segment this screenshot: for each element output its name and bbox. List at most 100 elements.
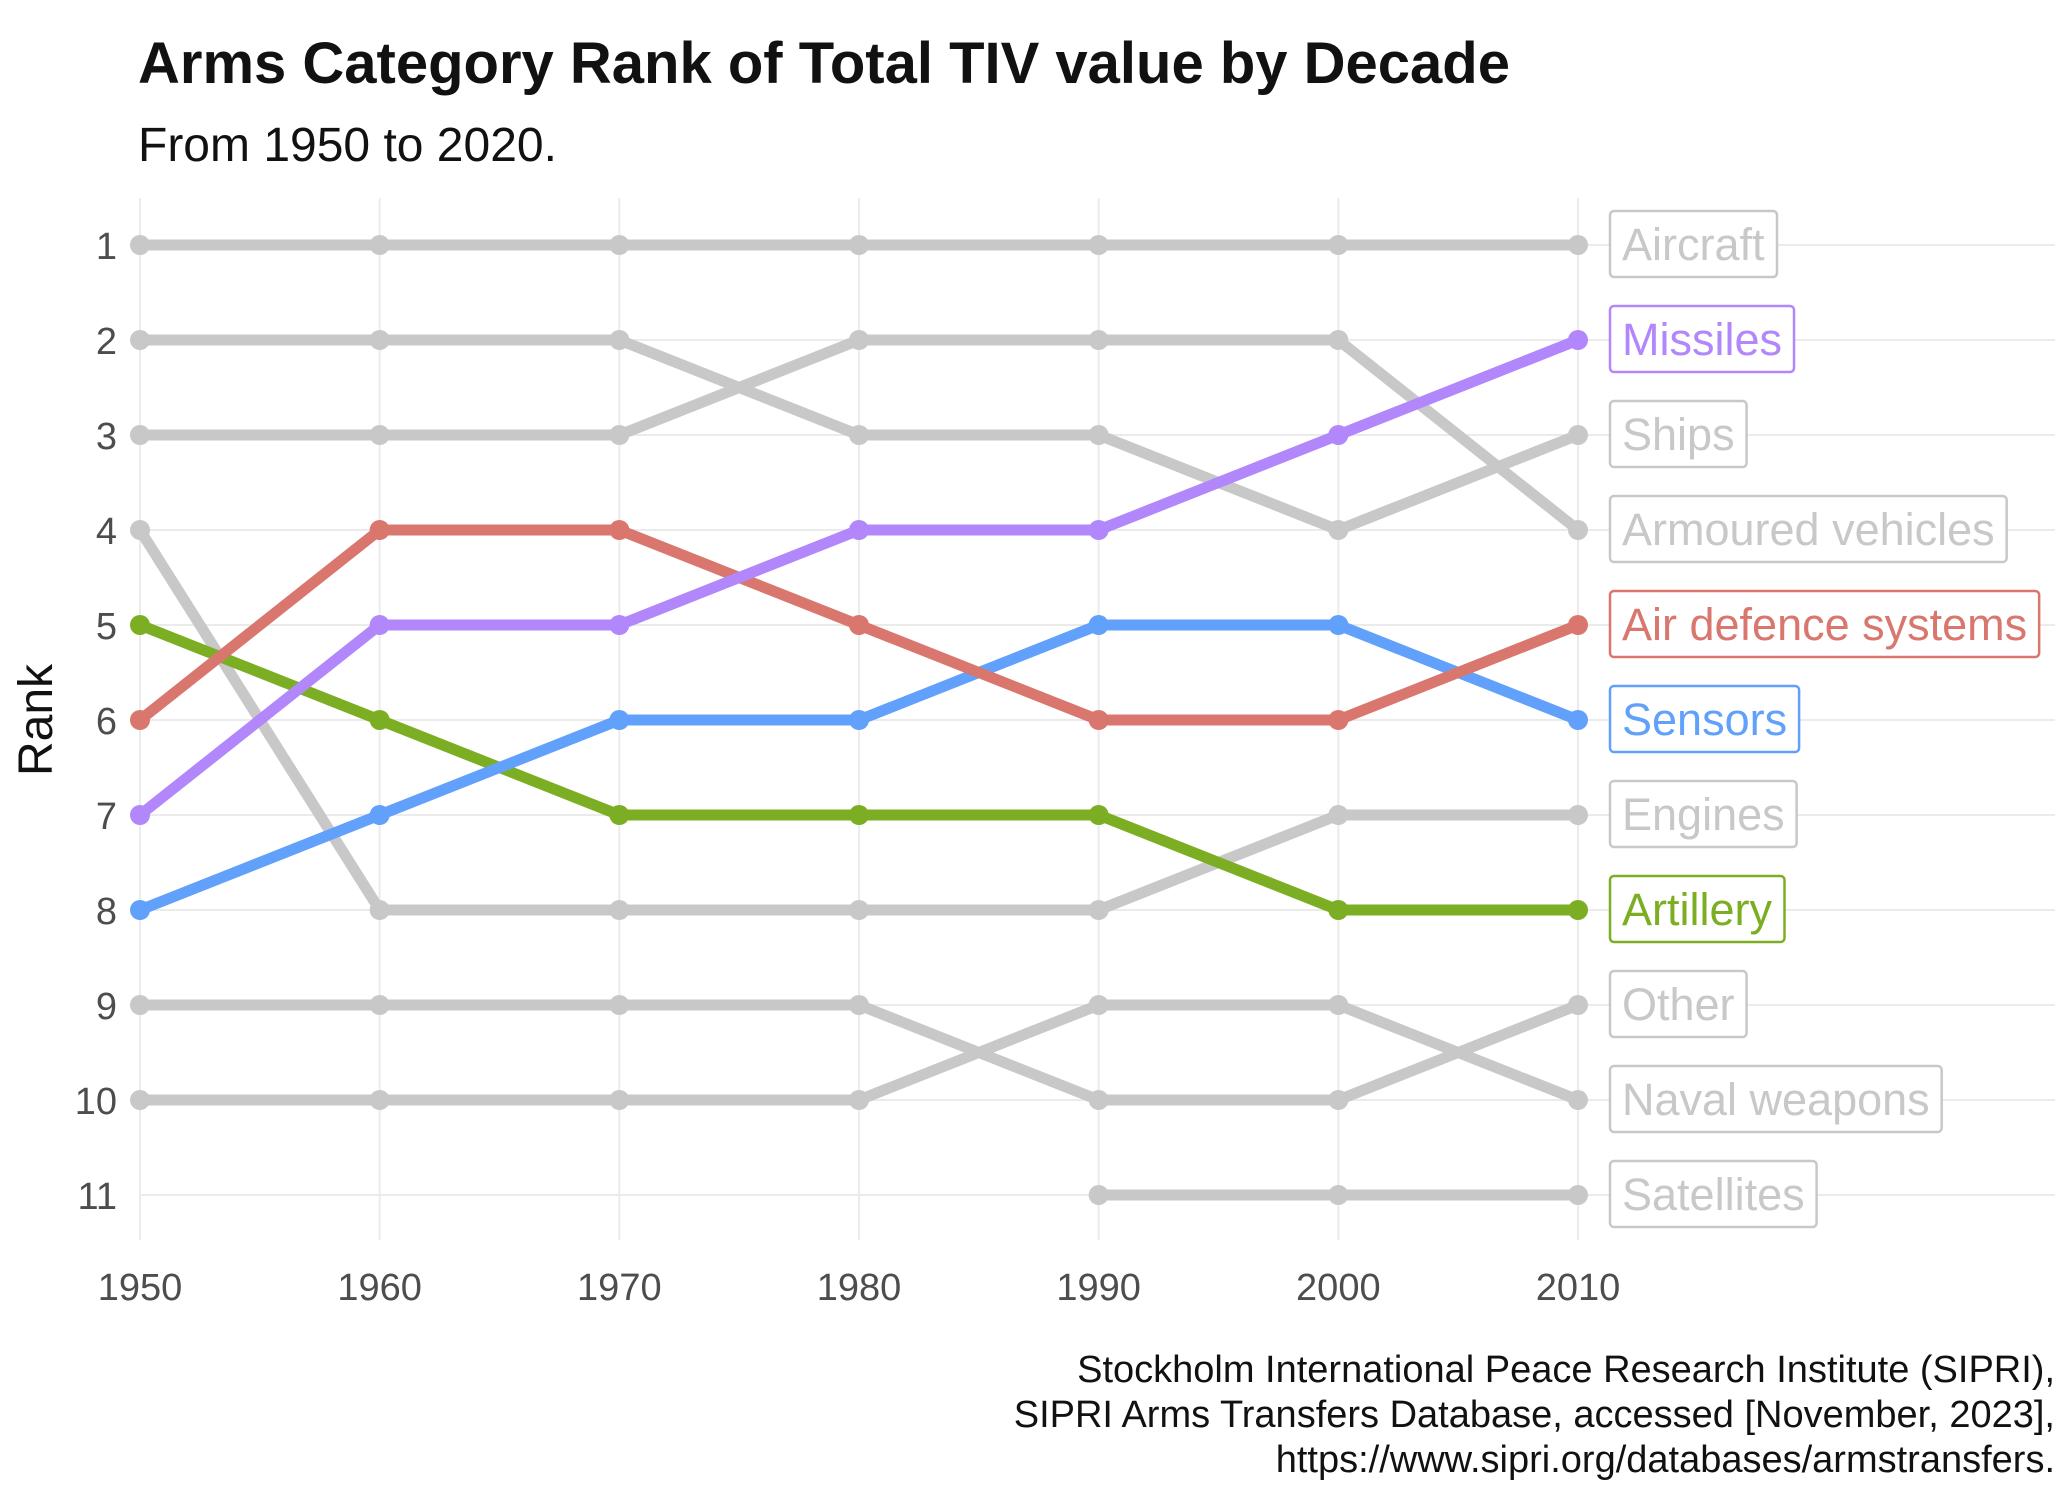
data-point-missiles	[1328, 425, 1349, 445]
data-point-ships	[849, 425, 869, 445]
series-label-box-engines	[1608, 779, 1798, 849]
data-point-artillery	[609, 805, 630, 825]
x-tick-label: 1960	[337, 1267, 422, 1309]
data-point-engines	[1568, 805, 1588, 825]
data-point-naval-weapons	[1328, 995, 1349, 1015]
data-point-naval-weapons	[1568, 1090, 1588, 1110]
caption-line: https://www.sipri.org/databases/armstran…	[1275, 1439, 2055, 1481]
data-point-artillery	[1568, 900, 1588, 920]
data-point-engines	[1088, 900, 1109, 920]
series-label-aircraft: Aircraft	[1622, 219, 1765, 270]
source-caption: Stockholm International Peace Research I…	[1014, 1348, 2055, 1483]
x-tick-label: 1950	[98, 1267, 183, 1309]
data-point-sensors	[130, 900, 150, 920]
data-point-aircraft	[369, 235, 390, 255]
data-point-armoured-vehicles	[609, 425, 630, 445]
series-label-box-missiles	[1608, 304, 1796, 374]
data-point-armoured-vehicles	[1088, 330, 1109, 350]
data-point-armoured-vehicles	[369, 425, 390, 445]
y-axis-title: Rank	[10, 663, 63, 776]
data-point-air-defence-systems	[130, 710, 150, 730]
data-point-satellites	[1328, 1185, 1349, 1205]
data-point-ships	[609, 330, 630, 350]
y-tick-label: 10	[75, 1081, 117, 1123]
data-point-aircraft	[1328, 235, 1349, 255]
axes: 1 2 3 4 5 6 7 8 9 10 11 1950 1960 1970 1980 1990 2000 201…	[10, 226, 1620, 1309]
series-lines	[130, 235, 1588, 1205]
series-label-sensors: Sensors	[1622, 694, 1787, 745]
series-label-box-satellites	[1608, 1159, 1818, 1229]
data-point-sensors	[849, 710, 869, 730]
chart-title: Arms Category Rank of Total TIV value by…	[138, 31, 1510, 96]
data-point-other	[849, 995, 869, 1015]
data-point-artillery	[849, 805, 869, 825]
x-tick-label: 1980	[817, 1267, 902, 1309]
data-point-sensors	[1328, 615, 1349, 635]
data-point-air-defence-systems	[1328, 710, 1349, 730]
series-label-box-artillery	[1608, 874, 1786, 944]
data-point-sensors	[1088, 615, 1109, 635]
data-point-sensors	[369, 805, 390, 825]
data-point-air-defence-systems	[609, 520, 630, 540]
data-point-air-defence-systems	[1568, 615, 1588, 635]
x-tick-label: 2000	[1296, 1267, 1381, 1309]
data-point-aircraft	[1568, 235, 1588, 255]
y-tick-label: 6	[96, 701, 117, 743]
data-point-missiles	[130, 805, 150, 825]
data-point-armoured-vehicles	[130, 425, 150, 445]
y-tick-label: 9	[96, 986, 117, 1028]
data-point-missiles	[849, 520, 869, 540]
data-point-other	[609, 995, 630, 1015]
data-point-other	[1088, 1090, 1109, 1110]
data-point-satellites	[1088, 1185, 1109, 1205]
data-point-other	[1328, 1090, 1349, 1110]
data-point-air-defence-systems	[1088, 710, 1109, 730]
data-point-engines	[609, 900, 630, 920]
data-point-missiles	[609, 615, 630, 635]
x-tick-label: 1990	[1056, 1267, 1141, 1309]
x-tick-label: 2010	[1536, 1267, 1621, 1309]
data-point-ships	[130, 330, 150, 350]
data-point-air-defence-systems	[849, 615, 869, 635]
x-tick-label: 1970	[577, 1267, 662, 1309]
series-label-box-air-defence-systems	[1608, 589, 2041, 659]
data-point-armoured-vehicles	[849, 330, 869, 350]
data-point-missiles	[1088, 520, 1109, 540]
series-label-naval-weapons: Naval weapons	[1622, 1074, 1930, 1125]
data-point-naval-weapons	[609, 1090, 630, 1110]
data-point-naval-weapons	[1088, 995, 1109, 1015]
data-point-armoured-vehicles	[1568, 520, 1588, 540]
data-point-other	[130, 995, 150, 1015]
data-point-sensors	[1568, 710, 1588, 730]
data-point-naval-weapons	[369, 1090, 390, 1110]
series-label-box-other	[1608, 969, 1748, 1039]
series-label-box-aircraft	[1608, 209, 1779, 279]
y-tick-label: 8	[96, 891, 117, 933]
y-tick-label: 1	[96, 226, 117, 268]
data-point-engines	[130, 520, 150, 540]
data-point-missiles	[369, 615, 390, 635]
data-point-ships	[1328, 520, 1349, 540]
chart-subtitle: From 1950 to 2020.	[138, 119, 557, 172]
y-tick-label: 7	[96, 796, 117, 838]
data-point-sensors	[609, 710, 630, 730]
y-tick-label: 5	[96, 606, 117, 648]
series-label-engines: Engines	[1622, 789, 1785, 840]
data-point-engines	[849, 900, 869, 920]
series-label-satellites: Satellites	[1622, 1169, 1805, 1220]
y-tick-label: 2	[96, 321, 117, 363]
data-point-missiles	[1568, 330, 1588, 350]
caption-line: Stockholm International Peace Research I…	[1077, 1349, 2055, 1391]
data-point-other	[369, 995, 390, 1015]
series-label-box-ships	[1608, 399, 1748, 469]
series-label-box-armoured-vehicles	[1608, 494, 2008, 564]
data-point-naval-weapons	[130, 1090, 150, 1110]
data-point-artillery	[130, 615, 150, 635]
data-point-engines	[1328, 805, 1349, 825]
data-point-aircraft	[849, 235, 869, 255]
series-label-air-defence-systems: Air defence systems	[1622, 599, 2027, 650]
y-tick-label: 11	[78, 1176, 117, 1218]
caption-line: SIPRI Arms Transfers Database, accessed …	[1013, 1394, 2055, 1436]
data-point-engines	[369, 900, 390, 920]
data-point-armoured-vehicles	[1328, 330, 1349, 350]
